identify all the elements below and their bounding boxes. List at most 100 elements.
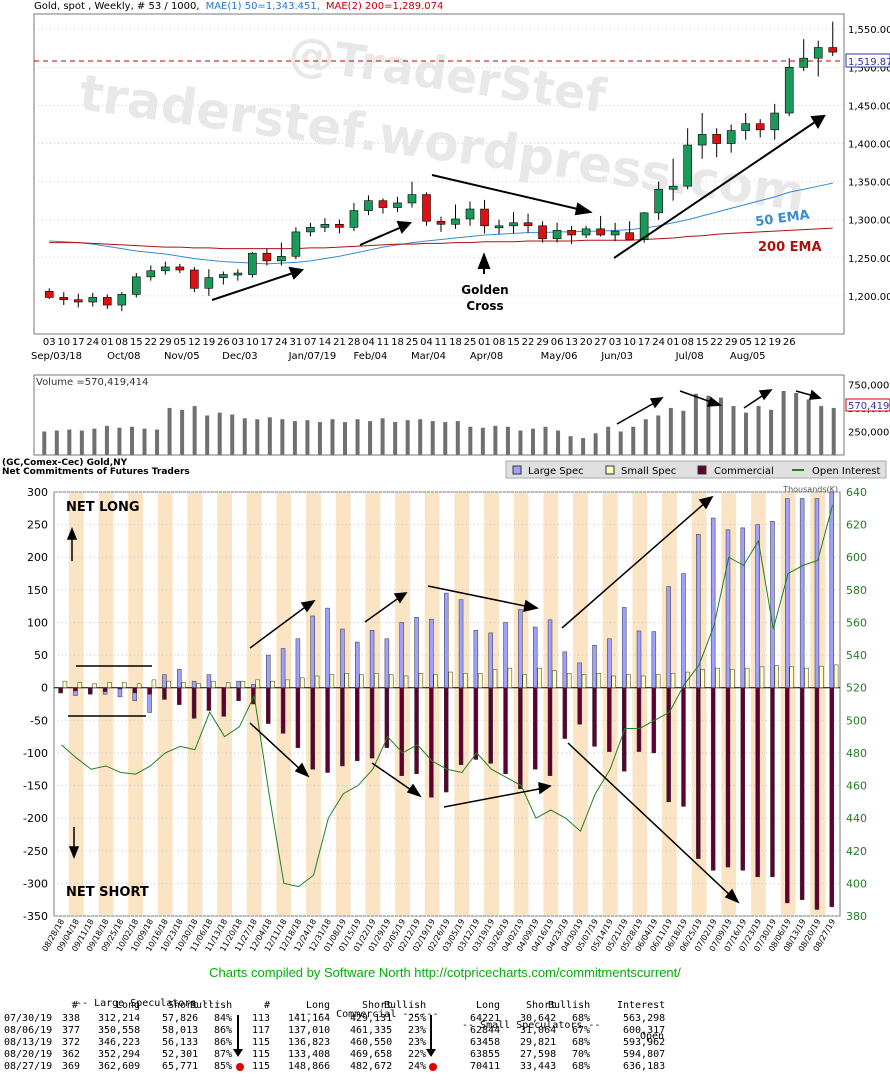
price-y-tick: 1,450.000 (848, 101, 890, 112)
small-spec-bar (151, 679, 157, 688)
large-spec-bar (488, 632, 493, 688)
large-spec-bar (177, 669, 182, 688)
price-x-day-label: 13 (565, 337, 578, 348)
price-x-month-label: Nov/05 (164, 351, 200, 362)
bullish-arrow-large (237, 1015, 239, 1051)
price-x-day-label: 20 (580, 337, 593, 348)
large-spec-bar (814, 498, 820, 688)
volume-bar (79, 430, 84, 455)
small-spec-bar (789, 666, 794, 688)
cot-table: --- Large Speculators --- ------ Commerc… (0, 985, 890, 1080)
hdr-commercial: ------ Commercial ------ (294, 1009, 439, 1020)
cot-bars (58, 491, 839, 910)
cot-y2-axis: 380 400 420 440 460 480 500 520 540 560 580 600 620 6… (846, 486, 867, 923)
price-x-day-label: 17 (638, 337, 651, 348)
table-col-header-cell: Long (116, 1000, 141, 1011)
table-cell: 08/06/19 (4, 1025, 53, 1036)
price-x-day-label: 11 (435, 337, 448, 348)
price-x-day-label: 08 (681, 337, 694, 348)
candle-body (436, 220, 446, 225)
large-spec-bar (755, 524, 760, 688)
week-shade (128, 493, 143, 915)
candle-body (291, 231, 301, 257)
ema50-line (49, 182, 833, 265)
price-x-month-label: Aug/05 (730, 351, 766, 362)
price-x-day-label: 19 (202, 337, 215, 348)
volume-title: Volume =570,419,414 (36, 377, 148, 388)
table-cell: 23% (408, 1037, 427, 1048)
small-spec-bar (122, 682, 127, 688)
commercial-bar (414, 687, 419, 775)
volume-bar (831, 407, 836, 455)
small-spec-bar (804, 667, 809, 688)
price-chart-header: Gold, spot , Weekly, # 53 / 1000, MAE(1) … (34, 1, 443, 12)
small-spec-bar (596, 673, 602, 688)
candle-body (262, 252, 272, 262)
small-spec-bar (240, 680, 246, 688)
commercial-bar (636, 687, 642, 752)
small-spec-bar (329, 674, 335, 688)
price-chart: @TraderStef traderstef.wordpress.com 1,2… (31, 13, 890, 362)
large-spec-bar (651, 631, 657, 688)
volume-bar (518, 430, 523, 455)
table-col-header-cell: Bullish (548, 1000, 591, 1011)
volume-bar (217, 412, 222, 455)
price-x-day-label: 19 (768, 337, 781, 348)
table-cell: 08/20/19 (4, 1049, 53, 1060)
price-x-month-label: Jan/07/19 (288, 351, 337, 362)
cot-y2-tick: 640 (846, 486, 867, 499)
price-x-day-label: 15 (696, 337, 709, 348)
commercial-bar (162, 687, 167, 700)
volume-bar (781, 391, 786, 455)
small-spec-bar (77, 682, 83, 688)
cot-y-tick: -100 (23, 747, 48, 760)
small-spec-bar (774, 665, 780, 688)
table-cell: 133,408 (288, 1049, 331, 1060)
table-cell: 68% (572, 1037, 591, 1048)
candle-body (378, 200, 388, 208)
table-cell: 07/30/19 (4, 1013, 53, 1024)
price-chart-title: Gold, spot , Weekly, # 53 / 1000, (34, 1, 200, 12)
table-col-header-cell: Short (526, 1000, 557, 1011)
cot-y2-tick: 380 (846, 910, 867, 923)
volume-bar (180, 409, 185, 455)
volume-bar (693, 393, 698, 455)
candle-body (465, 208, 475, 220)
price-x-day-label: 25 (406, 337, 419, 348)
table-col-header-cell: Long (476, 1000, 501, 1011)
volume-bar (706, 395, 711, 455)
commercial-bar (58, 687, 63, 694)
price-x-day-label: 21 (333, 337, 346, 348)
small-spec-bar (611, 675, 616, 688)
volume-bar (656, 415, 661, 455)
cot-y2-tick: 580 (846, 584, 867, 597)
volume-bar (505, 426, 510, 455)
price-y-axis: 1,200.000 1,250.000 1,300.000 1,350.000 1,40… (848, 25, 890, 303)
price-x-day-label: 11 (377, 337, 390, 348)
small-spec-bar (641, 675, 646, 688)
table-cell: 25% (408, 1013, 427, 1024)
candle-body (175, 266, 185, 271)
table-group-header: --- Large Speculators --- ------ Commerc… (0, 987, 890, 1042)
legend-commercial-label: Commercial (714, 466, 774, 477)
commercial-bar (696, 687, 701, 859)
bullish-dot-commercial (429, 1063, 437, 1071)
volume-bar (806, 399, 811, 455)
large-spec-bar (799, 498, 805, 688)
price-x-day-label: 14 (319, 337, 332, 348)
small-spec-bar (581, 674, 587, 688)
commercial-bar (814, 687, 820, 910)
cot-y2-tick: 400 (846, 877, 867, 890)
large-spec-bar (458, 599, 464, 688)
price-x-month-label: May/06 (541, 351, 578, 362)
candle-body (654, 188, 663, 214)
candle-body (335, 223, 344, 228)
candle-body (552, 230, 562, 240)
large-spec-bar (325, 607, 330, 688)
table-cell: 350,558 (98, 1025, 141, 1036)
candle-body (320, 223, 330, 228)
table-cell: 136,823 (288, 1037, 331, 1048)
table-cell: 563,298 (623, 1013, 666, 1024)
table-cell: 362,609 (98, 1061, 141, 1072)
volume-bar (530, 428, 535, 455)
